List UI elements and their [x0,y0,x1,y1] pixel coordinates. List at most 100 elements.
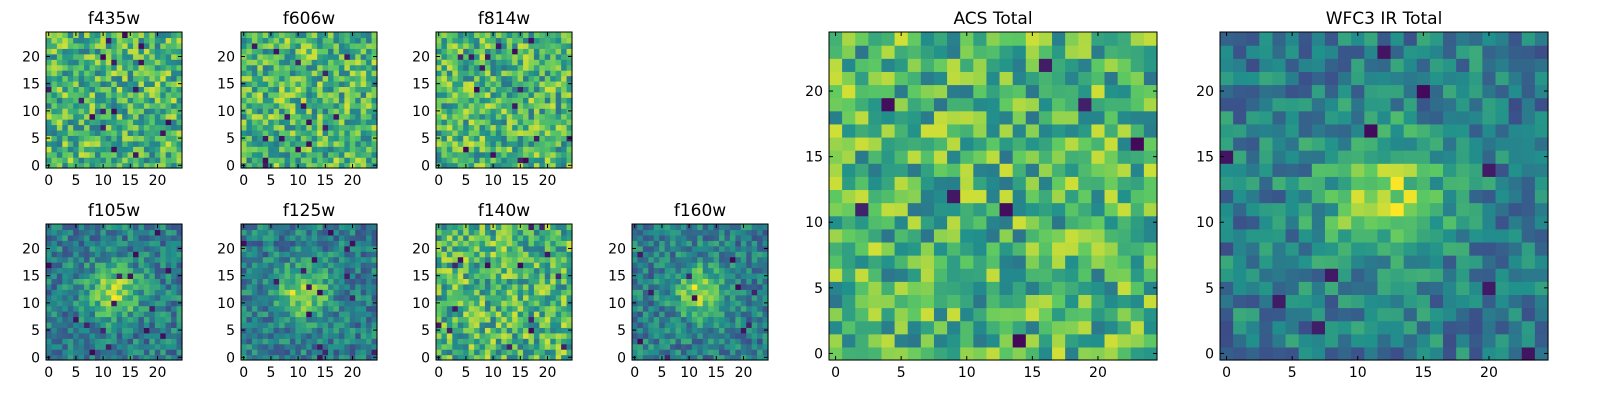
heatmap-cell [1025,163,1040,177]
heatmap-cell [506,135,513,142]
heatmap-cell [539,157,546,164]
heatmap-cell [729,311,736,318]
heatmap-cell [73,37,80,44]
heatmap-cell [457,86,464,93]
heatmap-cell [317,113,324,120]
heatmap-cell [311,146,318,153]
heatmap-cell [512,251,519,258]
heatmap-cell [868,268,883,282]
heatmap-cell [360,311,367,318]
heatmap-cell [1012,215,1027,230]
heatmap-cell [262,256,269,263]
heatmap-cell [452,229,459,236]
heatmap-cell [544,267,551,274]
heatmap-cell [528,278,535,285]
heatmap-cell [561,251,568,258]
heatmap-cell [566,91,573,98]
heatmap-cell [539,108,546,115]
heatmap-cell [143,53,150,60]
heatmap-cell [366,42,373,49]
heatmap-cell [561,349,568,356]
heatmap-cell [452,294,459,301]
heatmap-cell [881,202,896,217]
heatmap-cell [138,97,145,104]
heatmap-cell [176,234,183,241]
heatmap-cell [116,146,123,153]
heatmap-cell [555,245,562,252]
heatmap-cell [355,321,362,328]
heatmap-cell [484,102,491,109]
heatmap-cell [360,146,367,153]
heatmap-cell [67,354,74,361]
heatmap-cell [1091,333,1106,348]
heatmap-cell [355,102,362,109]
heatmap-cell [338,64,345,71]
heatmap-cell [160,124,167,131]
heatmap-cell [452,124,459,131]
heatmap-cell [740,332,747,339]
heatmap-cell [311,86,318,93]
heatmap-cell [349,316,356,323]
heatmap-cell [653,289,660,296]
heatmap-cell [523,102,530,109]
heatmap-cell [138,32,145,39]
heatmap-cell [62,251,69,258]
heatmap-cell [735,294,742,301]
heatmap-cell [78,42,85,49]
heatmap-cell [300,267,307,274]
heatmap-cell [73,70,80,77]
heatmap-cell [171,343,178,350]
heatmap-cell [566,119,573,126]
heatmap-cell [51,327,58,334]
heatmap-cell [317,338,324,345]
heatmap-cell [317,37,324,44]
heatmap-cell [46,59,53,66]
heatmap-cell [279,327,286,334]
heatmap-cell [322,151,329,158]
heatmap-cell [338,240,345,247]
heatmap-cell [484,234,491,241]
heatmap-cell [360,283,367,290]
heatmap-cell [138,42,145,49]
heatmap-cell [371,289,378,296]
heatmap-cell [143,229,150,236]
heatmap-cell [338,146,345,153]
heatmap-cell [517,108,524,115]
heatmap-cell [1025,320,1040,335]
heatmap-cell [855,281,869,295]
heatmap-cell [457,294,464,301]
heatmap-cell [176,97,183,104]
heatmap-cell [751,224,758,231]
heatmap-cell [691,267,698,274]
heatmap-cell [1104,346,1119,361]
heatmap-cell [306,48,313,55]
heatmap-cell [295,234,302,241]
heatmap-cell [349,300,356,307]
heatmap-cell [479,245,486,252]
heatmap-cell [67,338,74,345]
heatmap-cell [289,349,296,356]
heatmap-cell [1012,333,1027,348]
heatmap-cell [452,343,459,350]
heatmap-cell [133,146,140,153]
heatmap-cell [338,311,345,318]
heatmap-cell [561,289,568,296]
heatmap-cell [648,229,655,236]
heatmap-cell [133,162,140,169]
heatmap-cell [528,267,535,274]
heatmap-cell [842,241,856,256]
heatmap-cell [176,91,183,98]
heatmap-cell [333,37,340,44]
heatmap-cell [268,262,275,269]
heatmap-cell [165,146,172,153]
heatmap-cell [506,32,513,39]
heatmap-cell [436,97,443,104]
heatmap-cell [474,234,481,241]
heatmap-cell [355,80,362,87]
axes-frame [240,223,378,361]
heatmap-cell [328,321,335,328]
heatmap-cell [517,75,524,82]
heatmap-cell [446,70,453,77]
heatmap-cell [295,240,302,247]
